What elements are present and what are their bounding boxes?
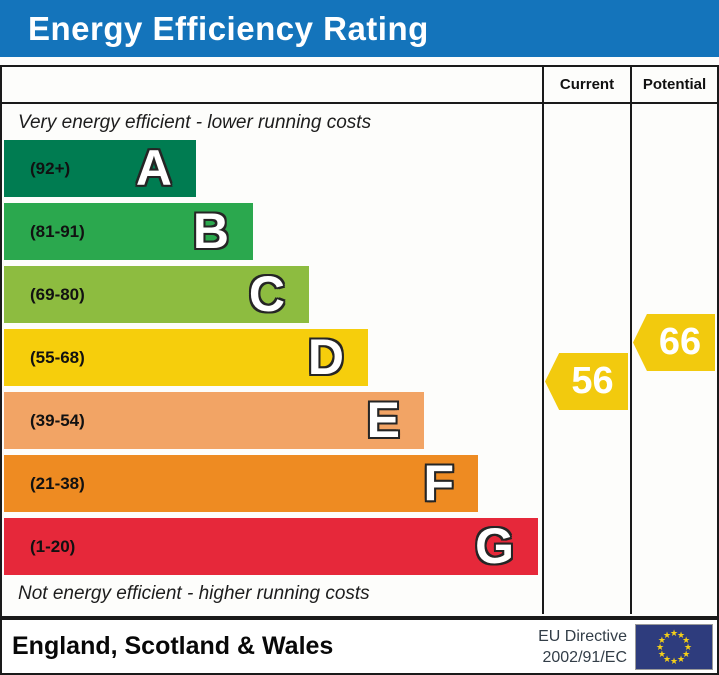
band-c: (69-80) C <box>4 266 309 323</box>
eu-flag-star: ★ <box>682 648 691 659</box>
region-label: England, Scotland & Wales <box>12 632 334 660</box>
band-f: (21-38) F <box>4 455 478 512</box>
potential-rating-arrow: 66 <box>633 314 715 371</box>
table-header-row: Current Potential <box>2 67 717 104</box>
band-g: (1-20) G <box>4 518 538 575</box>
band-range-label: (1-20) <box>30 536 76 556</box>
band-range-label: (39-54) <box>30 410 85 430</box>
band-letter: B <box>192 203 229 259</box>
eu-flag: ★ ★ ★ ★ ★ ★ ★ ★ ★ ★ ★ ★ <box>635 623 713 670</box>
eu-flag-star: ★ <box>683 641 693 652</box>
band-range-label: (92+) <box>30 158 71 178</box>
band-letter: A <box>135 140 172 196</box>
band-letter: C <box>248 266 285 322</box>
current-column: 56 <box>542 104 630 614</box>
band-letter: D <box>307 329 344 385</box>
eu-flag-star: ★ <box>662 629 672 640</box>
potential-column-header: Potential <box>630 67 717 102</box>
caption-very-efficient: Very energy efficient - lower running co… <box>18 112 372 133</box>
eu-flag-star: ★ <box>657 648 666 659</box>
band-d: (55-68) D <box>4 329 368 386</box>
band-a: (92+) A <box>4 140 196 197</box>
band-b: (81-91) B <box>4 203 253 260</box>
eu-flag-star: ★ <box>669 627 679 638</box>
eu-flag-star: ★ <box>669 655 679 666</box>
rating-table: Current Potential Very energy efficient … <box>0 65 719 618</box>
eu-flag-star: ★ <box>657 634 666 645</box>
eu-directive-label: EU Directive 2002/91/EC <box>538 626 627 668</box>
current-column-header: Current <box>542 67 630 102</box>
footer: England, Scotland & Wales EU Directive 20… <box>0 618 719 675</box>
eu-flag-star: ★ <box>682 634 691 645</box>
eu-directive-line1: EU Directive <box>538 627 627 645</box>
eu-flag-star: ★ <box>655 641 665 652</box>
current-rating-arrow: 56 <box>545 353 628 410</box>
eu-flag-star: ★ <box>662 653 672 664</box>
eu-directive-line2: 2002/91/EC <box>542 648 627 666</box>
eu-flag-star: ★ <box>676 653 686 664</box>
header-spacer <box>2 67 542 102</box>
band-letter: F <box>423 455 454 511</box>
eu-flag-star: ★ <box>676 629 686 640</box>
band-range-label: (81-91) <box>30 221 85 241</box>
bands-column: Very energy efficient - lower running co… <box>2 104 542 614</box>
title-bar: Energy Efficiency Rating <box>0 0 719 57</box>
band-letter: E <box>366 392 400 448</box>
bands: (92+) A (81-91) B (69-80) C (55-68) D (39-54) E (2… <box>4 140 542 581</box>
band-e: (39-54) E <box>4 392 424 449</box>
band-range-label: (69-80) <box>30 284 85 304</box>
page-title: Energy Efficiency Rating <box>28 9 429 47</box>
potential-column: 66 <box>630 104 717 614</box>
caption-not-efficient: Not energy efficient - higher running co… <box>18 583 370 604</box>
band-letter: G <box>475 518 514 574</box>
band-range-label: (55-68) <box>30 347 85 367</box>
table-body: Very energy efficient - lower running co… <box>2 104 717 614</box>
band-range-label: (21-38) <box>30 473 85 493</box>
